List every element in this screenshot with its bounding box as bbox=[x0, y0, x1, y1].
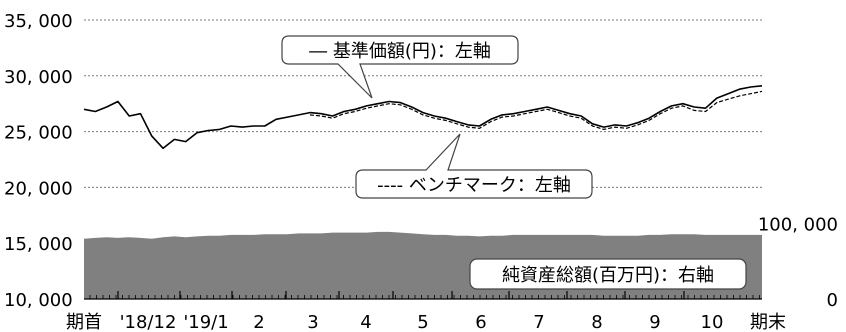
left-tick-label: 10, 000 bbox=[4, 290, 73, 311]
x-tick-label: 4 bbox=[360, 312, 371, 332]
x-tick-label: 3 bbox=[307, 312, 318, 332]
x-tick-label: 8 bbox=[591, 312, 602, 332]
nav-legend-callout: ― 基準価額(円)：左軸 bbox=[281, 35, 519, 99]
left-tick-label: 20, 000 bbox=[4, 178, 73, 199]
x-tick-label: '18/12 bbox=[120, 312, 177, 332]
x-tick-label: 期末 bbox=[750, 312, 786, 332]
left-tick-label: 15, 000 bbox=[4, 234, 73, 255]
benchmark-series bbox=[309, 90, 763, 130]
x-tick-label: 10 bbox=[701, 312, 724, 332]
callout-text: ---- ベンチマーク：左軸 bbox=[377, 175, 571, 196]
callout-box bbox=[355, 133, 593, 199]
right-tick-label: 0 bbox=[827, 290, 838, 311]
x-tick-label: '19/1 bbox=[183, 312, 228, 332]
x-tick-label: 期首 bbox=[66, 312, 102, 332]
assets-legend-callout: 純資産総額(百万円)：右軸 bbox=[469, 258, 747, 290]
left-tick-label: 35, 000 bbox=[4, 11, 73, 32]
callout-text: ― 基準価額(円)：左軸 bbox=[309, 41, 491, 62]
x-tick-label: 7 bbox=[533, 312, 544, 332]
benchmark-legend-callout: ---- ベンチマーク：左軸 bbox=[355, 133, 593, 199]
callout-box bbox=[281, 35, 519, 99]
right-tick-label: 100, 000 bbox=[758, 215, 838, 236]
left-tick-label: 25, 000 bbox=[4, 123, 73, 144]
nav-series bbox=[83, 85, 763, 150]
left-tick-label: 30, 000 bbox=[4, 67, 73, 88]
price-lines bbox=[83, 85, 763, 150]
x-tick-label: 2 bbox=[253, 312, 264, 332]
tick-labels: 35, 000 30, 000 25, 000 20, 000 15, 000 10, 0… bbox=[4, 11, 838, 332]
callout-text: 純資産総額(百万円)：右軸 bbox=[502, 265, 714, 286]
x-tick-label: 6 bbox=[475, 312, 486, 332]
x-tick-label: 9 bbox=[649, 312, 660, 332]
callout-box bbox=[469, 258, 747, 290]
x-tick-label: 5 bbox=[417, 312, 428, 332]
axes bbox=[84, 291, 762, 300]
